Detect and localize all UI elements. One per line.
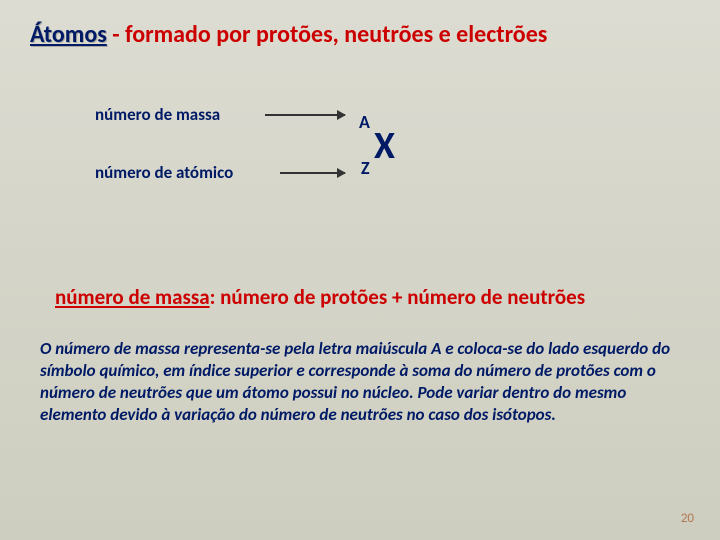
- mass-number-definition: número de massa: número de protões + núm…: [0, 284, 720, 310]
- element-symbol: X: [374, 123, 395, 169]
- arrow-icon: [265, 114, 345, 116]
- atomic-notation-diagram: número de massa número de atómico A X Z: [95, 104, 720, 224]
- arrow-icon: [280, 172, 345, 174]
- atomic-number-label: número de atómico: [95, 162, 233, 183]
- slide-title: Átomos - formado por protões, neutrões e…: [0, 0, 720, 49]
- mass-number-label: número de massa: [95, 104, 220, 125]
- title-keyword: Átomos: [30, 20, 107, 49]
- title-rest: - formado por protões, neutrões e electr…: [107, 20, 548, 49]
- atomic-number-subscript: Z: [361, 157, 370, 179]
- explanation-paragraph: O número de massa representa-se pela let…: [0, 338, 720, 426]
- definition-body: : número de protões + número de neutrões: [210, 284, 585, 310]
- definition-term: número de massa: [55, 284, 210, 310]
- mass-number-superscript: A: [359, 111, 370, 133]
- page-number: 20: [681, 511, 694, 526]
